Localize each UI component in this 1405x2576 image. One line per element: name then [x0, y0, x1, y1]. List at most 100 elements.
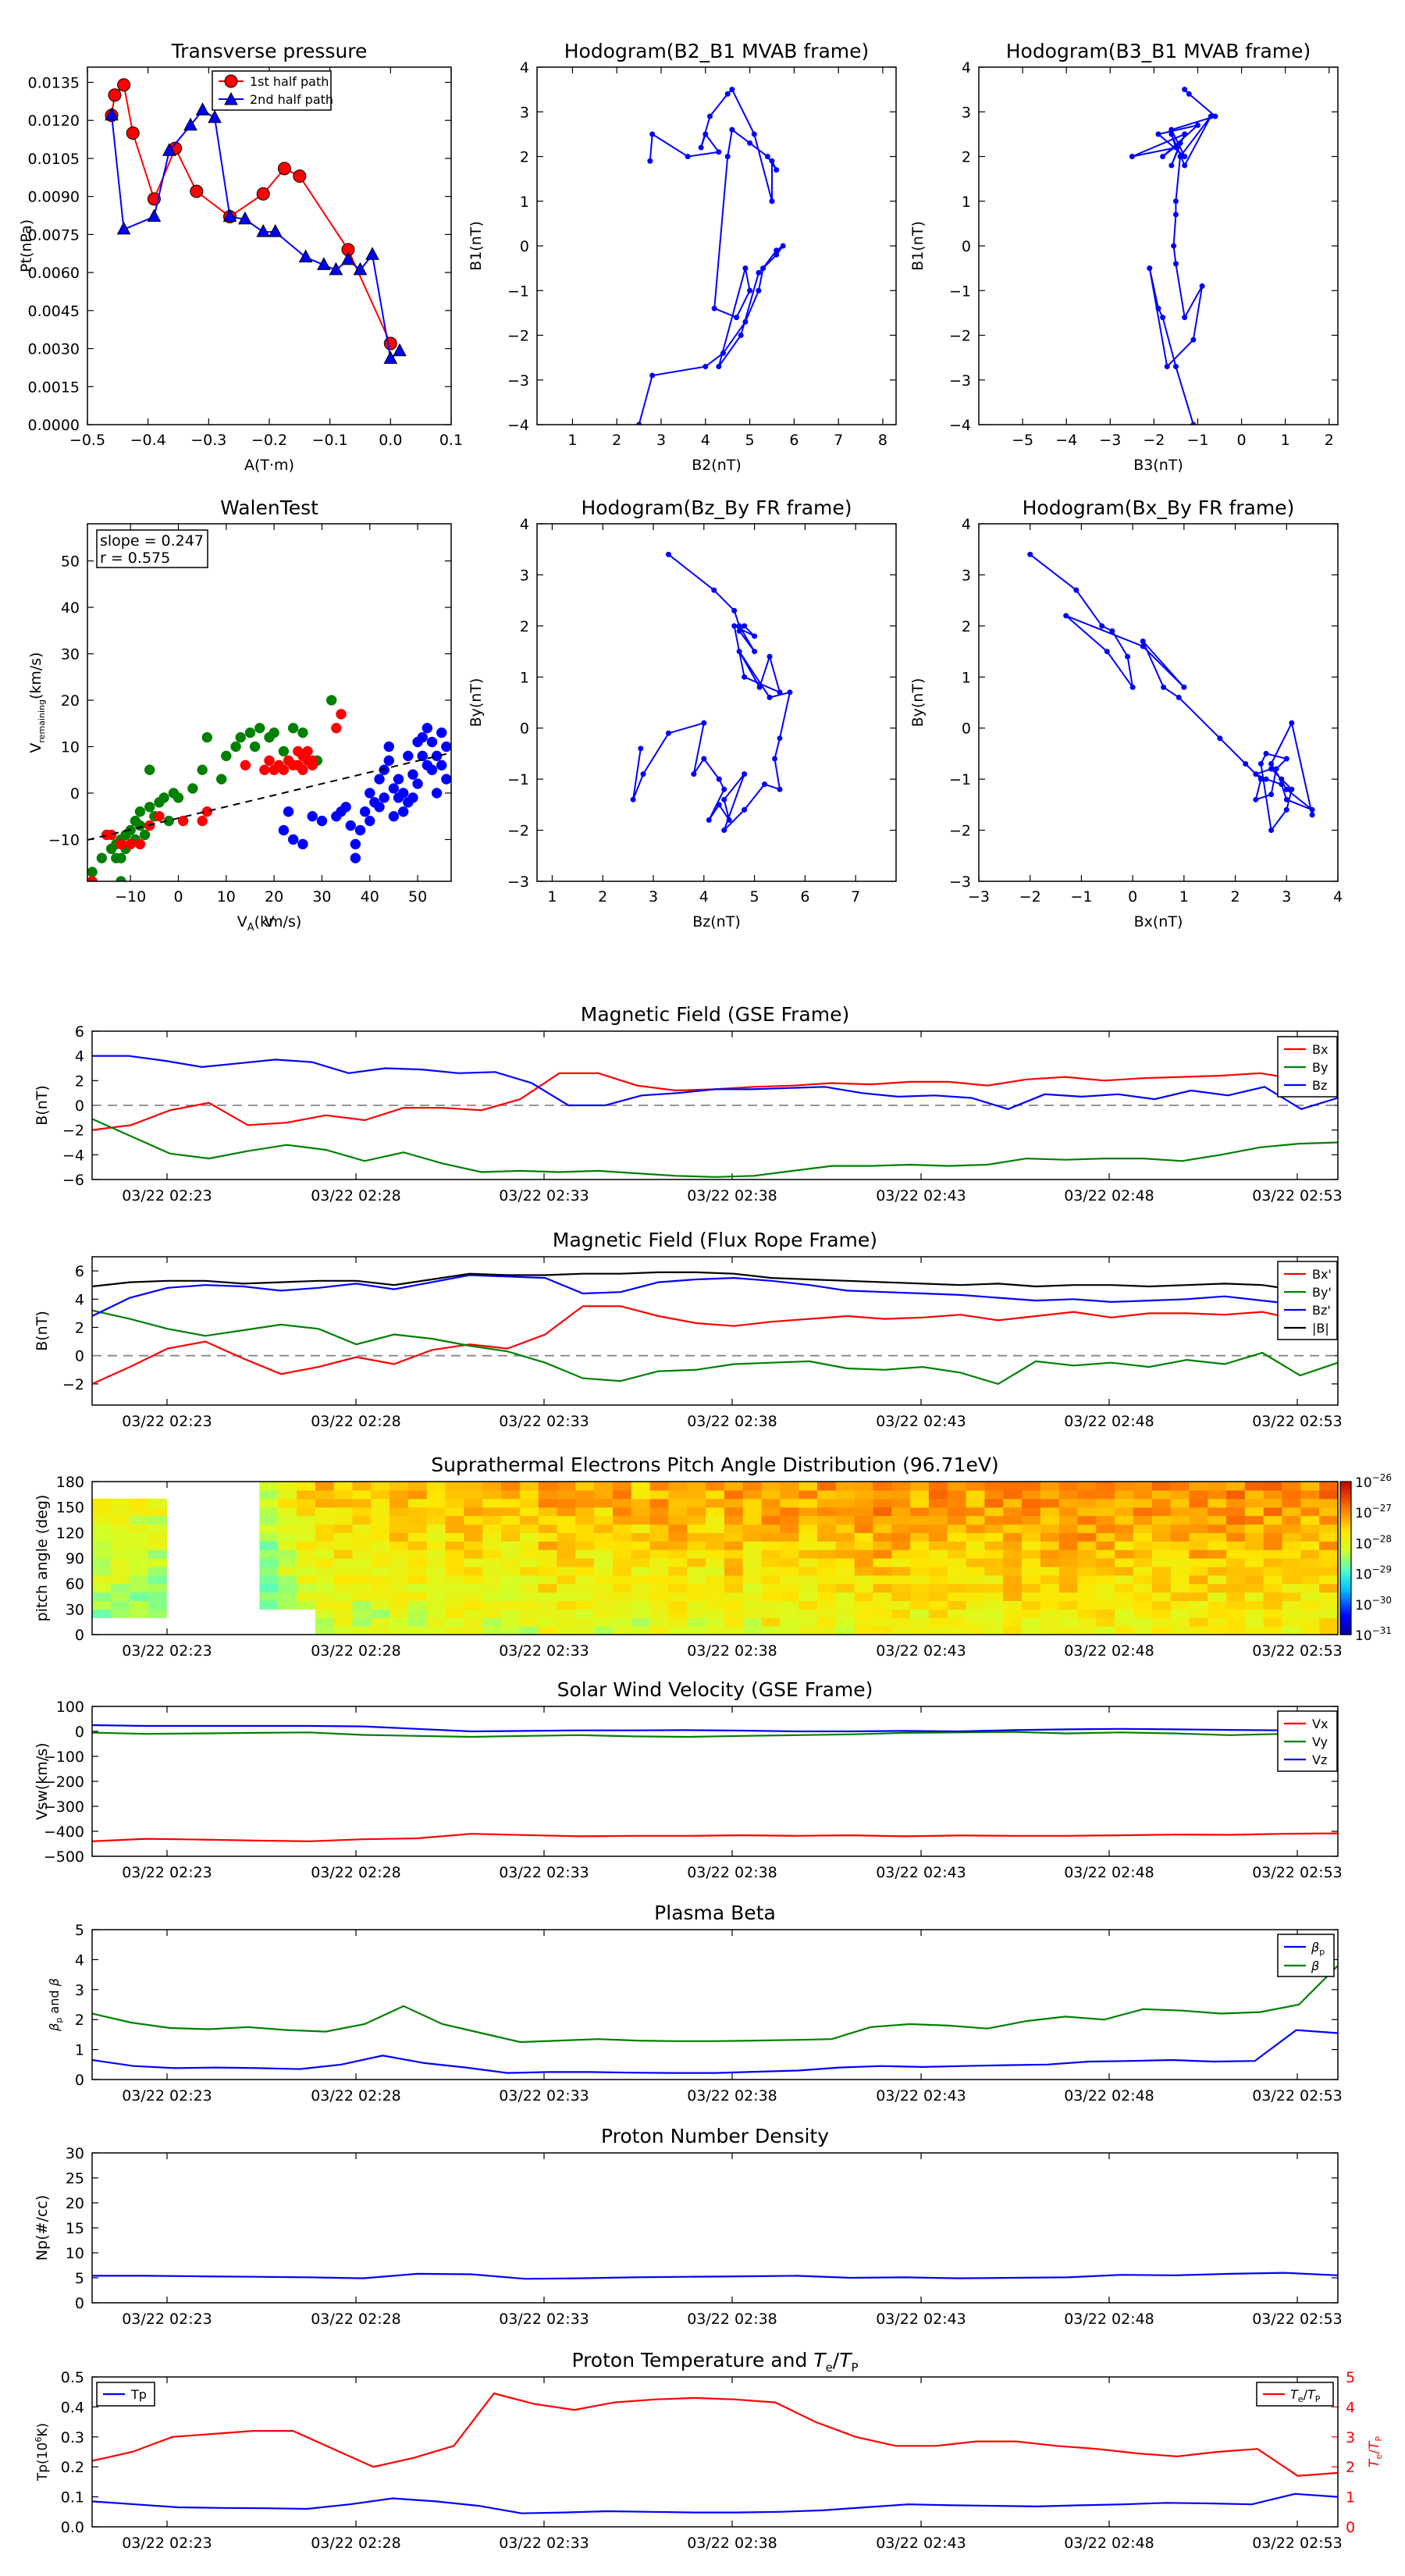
- heatmap-cell: [408, 1550, 428, 1559]
- data-point: [777, 735, 783, 742]
- heatmap-cell: [873, 1507, 892, 1517]
- heatmap-cell: [780, 1592, 799, 1602]
- heatmap-cell: [297, 1592, 316, 1602]
- heatmap-cell: [1077, 1541, 1097, 1550]
- x-axis-label: B2(nT): [692, 457, 742, 474]
- colorbar-segment: [1340, 1482, 1351, 1485]
- heatmap-cell: [1189, 1498, 1208, 1508]
- heatmap-cell: [780, 1498, 799, 1508]
- heatmap-cell: [1226, 1507, 1246, 1517]
- heatmap-cell: [110, 1566, 130, 1576]
- heatmap-cell: [891, 1583, 911, 1593]
- heatmap-cell: [817, 1532, 837, 1542]
- x-tick-label: −4: [1055, 432, 1077, 449]
- y-tick-label: 1: [962, 669, 971, 686]
- heatmap-cell: [575, 1574, 595, 1585]
- heatmap-cell: [1189, 1626, 1208, 1635]
- data-point: [734, 315, 740, 321]
- heatmap-cell: [129, 1609, 148, 1618]
- heatmap-cell: [408, 1558, 428, 1567]
- heatmap-cell: [910, 1541, 930, 1550]
- heatmap-cell: [594, 1524, 614, 1533]
- data-point: [134, 820, 146, 831]
- data-point: [1172, 144, 1179, 151]
- series-0: [92, 2029, 1338, 2074]
- heatmap-cell: [389, 1600, 409, 1610]
- y-tick-label: −200: [44, 1774, 84, 1791]
- legend-label: βp: [1311, 1940, 1325, 1957]
- heatmap-cell: [947, 1515, 967, 1525]
- heatmap-cell: [1058, 1558, 1079, 1567]
- heatmap-cell: [482, 1532, 502, 1542]
- heatmap-cell: [947, 1617, 967, 1627]
- heatmap-cell: [1003, 1515, 1023, 1525]
- heatmap-cell: [371, 1515, 390, 1525]
- data-point: [701, 756, 707, 762]
- heatmap-cell: [928, 1609, 948, 1618]
- heatmap-cell: [873, 1600, 892, 1610]
- heatmap-cell: [835, 1507, 855, 1517]
- heatmap-cell: [649, 1583, 669, 1593]
- heatmap-cell: [1115, 1532, 1134, 1542]
- x-tick-label: −5: [1012, 432, 1033, 449]
- x-tick-label: 7: [834, 432, 843, 449]
- data-point: [297, 764, 308, 775]
- x-tick-label: −1: [1186, 432, 1208, 449]
- heatmap-cell: [389, 1574, 409, 1585]
- heatmap-cell: [649, 1507, 669, 1517]
- heatmap-cell: [389, 1558, 409, 1567]
- heatmap-cell: [984, 1626, 1004, 1635]
- heatmap-cell: [110, 1574, 130, 1585]
- heatmap-cell: [1208, 1541, 1227, 1550]
- colorbar-segment: [1340, 1621, 1351, 1625]
- x-tick-label: −0.4: [130, 432, 166, 449]
- heatmap-cell: [575, 1507, 595, 1517]
- heatmap-cell: [873, 1558, 892, 1567]
- heatmap-cell: [445, 1574, 464, 1585]
- heatmap-cell: [148, 1507, 167, 1517]
- data-point: [340, 802, 351, 813]
- heatmap-cell: [426, 1541, 446, 1550]
- heatmap-cell: [724, 1507, 744, 1517]
- heatmap-cell: [519, 1541, 539, 1550]
- data-point: [1172, 364, 1179, 370]
- heatmap-cell: [761, 1558, 781, 1567]
- colorbar-segment: [1340, 1542, 1351, 1546]
- colorbar-tick-label: 10−31: [1355, 1625, 1392, 1644]
- data-point: [1182, 87, 1188, 93]
- heatmap-cell: [1263, 1574, 1283, 1585]
- text-part: 10: [1355, 1506, 1372, 1521]
- heatmap-cell: [352, 1558, 372, 1567]
- data-point: [1181, 684, 1187, 690]
- heatmap-cell: [538, 1617, 558, 1627]
- heatmap-cell: [519, 1617, 539, 1627]
- text-part: T: [1367, 2440, 1382, 2450]
- colorbar-segment: [1340, 1611, 1351, 1615]
- heatmap-cell: [445, 1507, 464, 1517]
- plot-area: [105, 78, 407, 365]
- x-tick-label: 0: [173, 888, 183, 906]
- heatmap-cell: [706, 1489, 725, 1500]
- y-tick-label: −3: [507, 873, 529, 891]
- heatmap-cell: [1244, 1626, 1264, 1635]
- series-0: [1027, 551, 1315, 834]
- heatmap-cell: [1040, 1482, 1060, 1491]
- heatmap-cell: [1300, 1482, 1320, 1491]
- series-Vy: [92, 1731, 1338, 1738]
- heatmap-cell: [426, 1498, 446, 1508]
- heatmap-cell: [1244, 1515, 1264, 1525]
- heatmap-cell: [557, 1592, 576, 1602]
- heatmap-cell: [538, 1592, 558, 1602]
- heatmap-cell: [501, 1498, 521, 1508]
- heatmap-cell: [148, 1550, 167, 1559]
- heatmap-cell: [315, 1617, 335, 1627]
- heatmap-cell: [1208, 1600, 1227, 1610]
- heatmap-cell: [389, 1524, 409, 1533]
- y-axis-label: Tp(106K): [34, 2423, 51, 2482]
- heatmap-cell: [649, 1498, 669, 1508]
- heatmap-cell: [910, 1566, 930, 1576]
- heatmap-cell: [1244, 1532, 1264, 1542]
- heatmap-cell: [613, 1592, 632, 1602]
- heatmap-cell: [1300, 1550, 1320, 1559]
- heatmap-cell: [1003, 1532, 1023, 1542]
